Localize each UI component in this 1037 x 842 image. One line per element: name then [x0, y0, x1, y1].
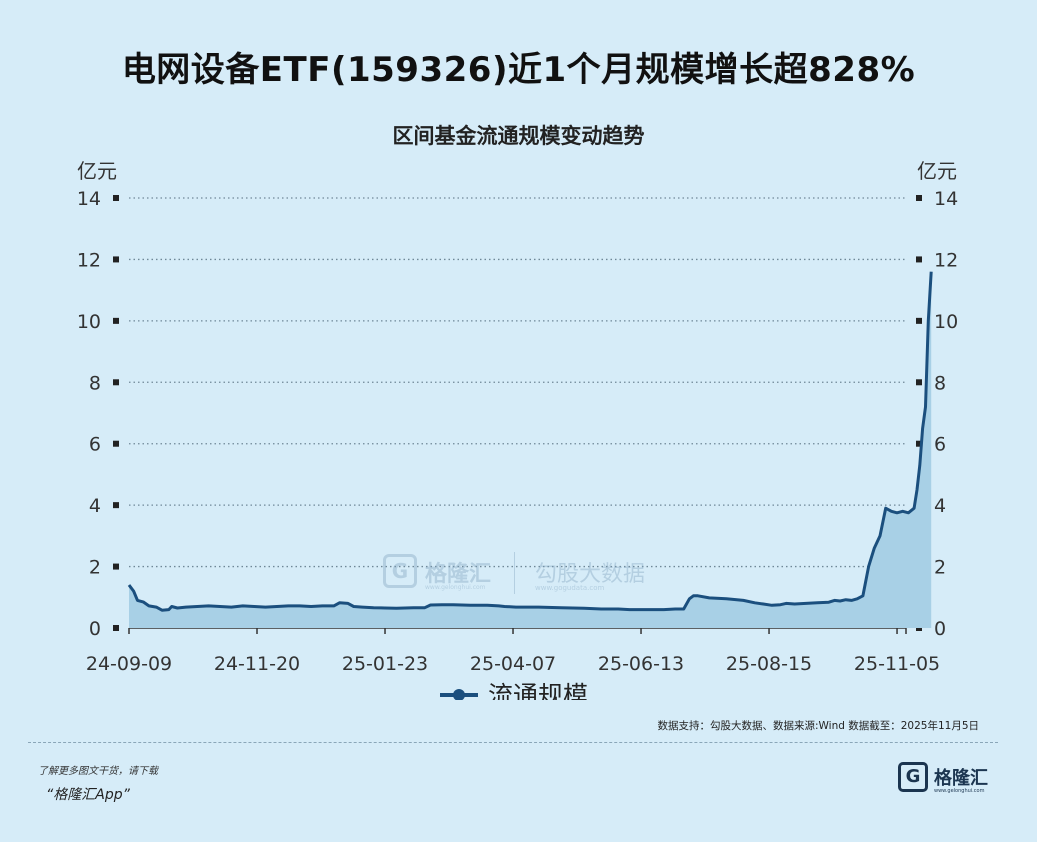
y-tick-mark-left	[113, 195, 119, 201]
x-tick-label: 24-09-09	[86, 653, 172, 675]
y-tick-label-left: 12	[77, 249, 101, 271]
y-tick-mark-right	[916, 256, 922, 263]
y-tick-label-left: 4	[89, 495, 101, 517]
footer-brand-logo[interactable]: G 格隆汇 www.gelonghui.com	[898, 762, 1008, 796]
promo-app-name: “格隆汇App”	[46, 787, 130, 803]
series-area-fill	[129, 271, 932, 628]
y-tick-label-left: 8	[89, 372, 101, 394]
x-tick-label: 24-11-20	[214, 653, 300, 675]
footer-brand-url: www.gelonghui.com	[934, 788, 985, 794]
y-tick-label-right: 4	[934, 495, 946, 517]
line-area-chart: 亿元 亿元 0 0 2 2 4 4 6 6 8 8 10 10 12 12 14 14 24-09-09 24-11-…	[77, 159, 958, 700]
y-tick-mark-left	[113, 317, 119, 324]
y-tick-mark-left	[113, 502, 119, 509]
x-tick-label: 25-08-15	[726, 653, 812, 675]
y-tick-label-left: 10	[77, 311, 101, 333]
y-tick-label-right: 6	[934, 434, 946, 456]
y-tick-label-right: 2	[934, 557, 946, 579]
y-tick-mark-right	[916, 195, 922, 201]
watermark-divider	[514, 552, 515, 594]
watermark-brand-url: www.gelonghui.com	[425, 584, 486, 591]
y-axis-label-left: 亿元	[77, 159, 117, 183]
y-tick-label-right: 8	[934, 372, 946, 394]
series-line	[127, 271, 933, 612]
watermark-partner-url: www.gogudata.com	[535, 584, 605, 592]
footer-brand-name: 格隆汇	[934, 768, 988, 789]
y-tick-mark-right	[916, 379, 922, 386]
x-tick-label: 25-06-13	[598, 653, 684, 675]
y-tick-label-left: 2	[89, 557, 101, 579]
y-tick-label-right: 12	[934, 249, 958, 271]
legend-label: 流通规模	[488, 681, 588, 700]
y-tick-label-left: 14	[77, 188, 101, 210]
legend-marker	[453, 689, 465, 700]
y-tick-label-left: 6	[89, 434, 101, 456]
y-tick-mark-left	[113, 256, 119, 263]
x-tick-label: 25-11-05	[854, 653, 940, 675]
y-tick-label-right: 0	[934, 618, 946, 640]
y-tick-mark-right	[916, 440, 922, 447]
y-tick-label-left: 0	[89, 618, 101, 640]
y-tick-mark-left	[113, 379, 119, 386]
watermark-brand: 格隆汇	[425, 562, 492, 587]
y-tick-mark-left	[113, 440, 119, 447]
promo-text: 了解更多图文干货，请下载	[38, 766, 158, 777]
x-tick-label: 25-01-23	[342, 653, 428, 675]
chart-title: 电网设备ETF(159326)近1个月规模增长超828%	[121, 50, 916, 90]
brand-logo-icon: G	[383, 554, 417, 588]
y-tick-label-right: 14	[934, 188, 958, 210]
y-axis-label-right: 亿元	[917, 159, 957, 183]
brand-logo-icon: G	[898, 762, 928, 792]
y-tick-mark-left	[113, 625, 119, 631]
y-tick-label-right: 10	[934, 311, 958, 333]
y-tick-mark-left	[113, 563, 119, 570]
y-tick-mark-right	[916, 317, 922, 324]
x-tick-label: 25-04-07	[470, 653, 556, 675]
data-source-note: 数据支持：勾股大数据、数据来源:Wind 数据截至：2025年11月5日	[657, 720, 979, 732]
chart-subtitle: 区间基金流通规模变动趋势	[392, 124, 645, 148]
footer-divider	[28, 742, 998, 743]
watermark-partner: 勾股大数据	[535, 562, 646, 587]
